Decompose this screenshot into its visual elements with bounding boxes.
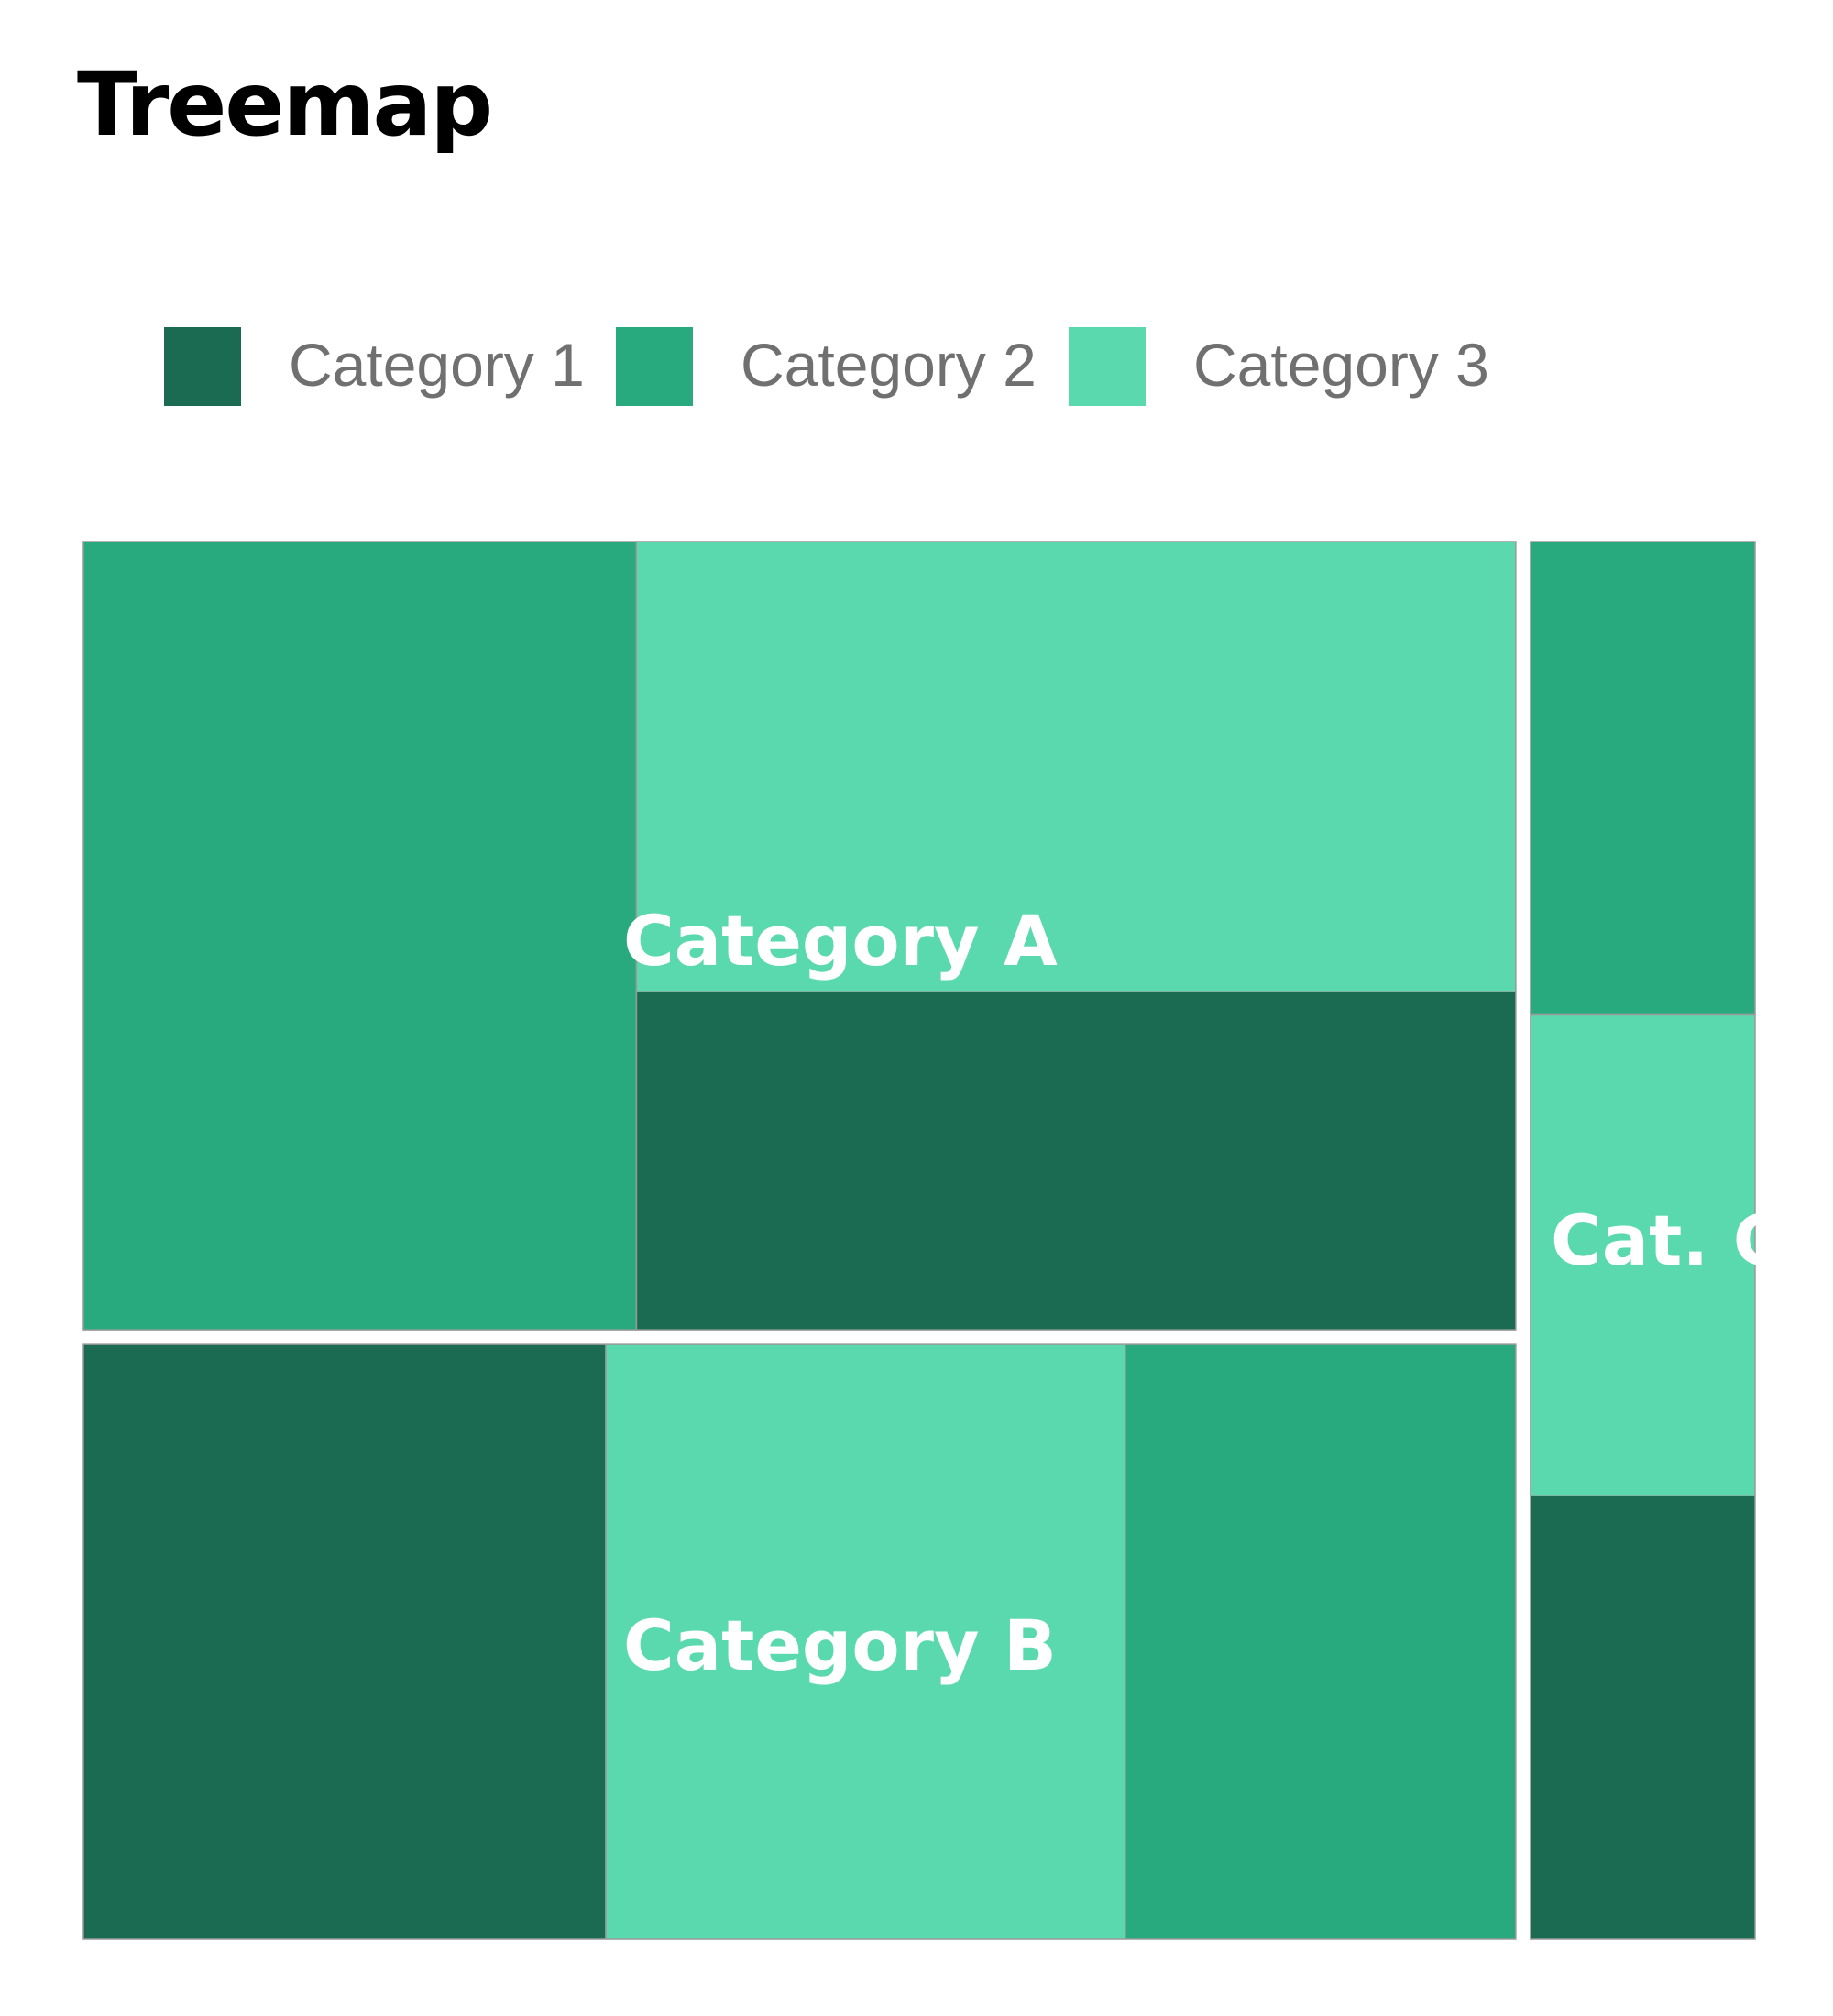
treemap-tile-category-b-category-3	[605, 1343, 1126, 1940]
legend-swatch-category-3	[1069, 327, 1146, 406]
treemap-tile-cat-c-category-2	[1530, 541, 1756, 1016]
chart-title: Treemap	[77, 53, 493, 156]
treemap-tile-category-a-category-2	[82, 541, 638, 1331]
treemap-tile-cat-c-category-3	[1530, 1013, 1756, 1497]
treemap-tile-category-a-category-1	[635, 991, 1517, 1331]
legend-label-category-2: Category 2	[741, 331, 1037, 399]
treemap-tile-cat-c-category-1	[1530, 1495, 1756, 1940]
treemap-tile-category-b-category-1	[82, 1343, 607, 1940]
treemap-tile-category-b-category-2	[1125, 1343, 1517, 1940]
legend-swatch-category-2	[616, 327, 693, 406]
treemap-tile-category-a-category-3	[635, 541, 1517, 992]
group-label-cat-c: Cat. C	[1551, 1200, 1784, 1281]
group-label-category-b: Category B	[623, 1605, 1057, 1686]
legend-swatch-category-1	[164, 327, 241, 406]
legend-label-category-3: Category 3	[1193, 331, 1489, 399]
legend-label-category-1: Category 1	[289, 331, 585, 399]
group-label-category-a: Category A	[623, 900, 1058, 981]
